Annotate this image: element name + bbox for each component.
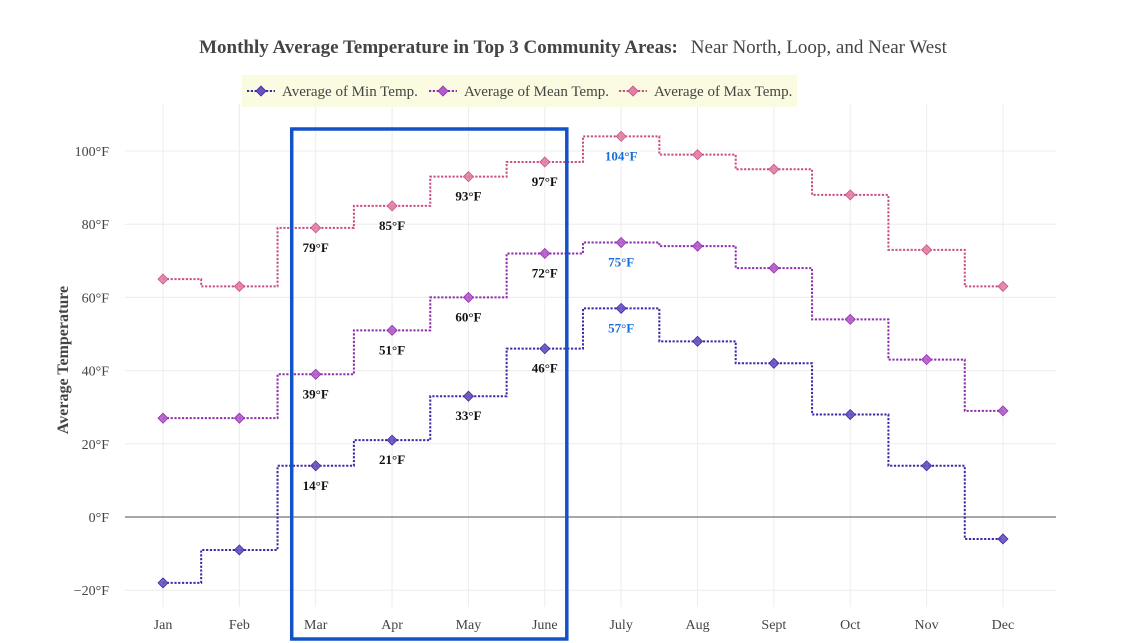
x-tick-label: Dec	[992, 618, 1015, 633]
data-point	[310, 368, 322, 380]
chart-title: Monthly Average Temperature in Top 3 Com…	[199, 37, 948, 58]
data-point	[921, 244, 933, 256]
x-tick-label: June	[532, 618, 558, 633]
data-point	[768, 262, 780, 274]
data-point	[310, 222, 322, 234]
chart-subtitle: Near North, Loop, and Near West	[691, 37, 948, 58]
data-label: 60°F	[455, 309, 481, 324]
data-label: 72°F	[532, 265, 558, 280]
data-label: 39°F	[303, 386, 329, 401]
x-tick-label: Mar	[304, 618, 328, 633]
data-point	[386, 434, 398, 446]
legend-item: Average of Mean Temp.	[429, 84, 609, 100]
data-label: 21°F	[379, 452, 405, 467]
data-label: 79°F	[303, 240, 329, 255]
x-tick-label: Oct	[840, 618, 860, 633]
x-tick-label: Feb	[229, 618, 250, 633]
x-tick-label: Jan	[154, 618, 173, 633]
y-tick-label: 40°F	[82, 365, 110, 380]
data-label: 33°F	[455, 408, 481, 423]
data-point	[233, 544, 245, 556]
data-point	[615, 236, 627, 249]
data-label: 85°F	[379, 218, 405, 233]
data-point	[691, 149, 704, 161]
x-tick-label: Apr	[381, 618, 403, 633]
x-tick-label: July	[609, 618, 632, 633]
data-point	[157, 273, 169, 285]
data-point	[768, 357, 780, 369]
legend-label: Average of Max Temp.	[654, 84, 792, 100]
data-label: 14°F	[303, 478, 329, 493]
y-tick-label: 100°F	[75, 145, 110, 160]
data-point	[310, 460, 322, 472]
data-point	[844, 313, 856, 325]
x-tick-label: Sept	[761, 618, 786, 633]
data-label: 51°F	[379, 342, 405, 357]
data-point	[844, 408, 856, 421]
data-point	[539, 247, 551, 260]
series-2	[157, 236, 1009, 424]
legend-item: Average of Max Temp.	[619, 84, 792, 100]
data-point	[157, 577, 169, 589]
data-point	[462, 390, 475, 402]
y-tick-label: −20°F	[74, 584, 109, 599]
y-tick-label: 60°F	[82, 291, 110, 306]
data-point	[691, 240, 704, 252]
data-point	[157, 412, 169, 424]
data-point	[233, 280, 245, 292]
grid	[125, 104, 1056, 607]
legend-background	[242, 75, 797, 107]
series-line	[163, 307, 1003, 584]
data-point	[386, 200, 398, 212]
x-tick-label: May	[456, 618, 482, 633]
data-point	[921, 354, 933, 366]
data-point	[539, 343, 551, 355]
legend-marker	[627, 85, 639, 97]
data-point	[691, 335, 704, 347]
data-point	[997, 280, 1009, 292]
data-point	[844, 189, 856, 201]
data-point	[386, 324, 398, 336]
data-point	[462, 291, 475, 303]
x-tick-label: Nov	[915, 618, 939, 633]
legend-item: Average of Min Temp.	[247, 84, 418, 100]
data-labels: 14°F 21°F 33°F 46°F 57°F 39°F 51°F 60°F 72°F 75°F…	[303, 148, 638, 492]
chart-title-main: Monthly Average Temperature in Top 3 Com…	[199, 37, 678, 58]
series-1	[157, 302, 1009, 589]
data-point	[615, 302, 627, 314]
legend-label: Average of Mean Temp.	[464, 84, 609, 100]
data-point	[539, 156, 551, 168]
series-layer	[157, 130, 1009, 589]
highlight-box	[289, 127, 569, 641]
y-tick-label: 80°F	[82, 218, 110, 233]
series-line	[163, 135, 1003, 288]
axes: −20°F 0°F 20°F 40°F 60°F 80°F 100°F Jan Feb Mar Ap…	[74, 145, 1015, 633]
x-tick-label: Aug	[685, 618, 709, 633]
legend: Average of Min Temp. Average of Mean Temp…	[242, 75, 797, 107]
data-point	[997, 533, 1009, 545]
data-point	[615, 130, 627, 142]
y-tick-label: 0°F	[89, 511, 110, 526]
data-label: 57°F	[608, 320, 634, 335]
data-point	[997, 405, 1009, 417]
series-3	[157, 130, 1009, 292]
series-line	[163, 241, 1003, 420]
legend-marker	[437, 85, 449, 97]
y-tick-label: 20°F	[82, 438, 110, 453]
data-point	[462, 171, 475, 183]
legend-label: Average of Min Temp.	[282, 84, 418, 100]
data-point	[233, 412, 245, 424]
y-axis-label: Average Temperature	[55, 286, 72, 434]
data-label: 46°F	[532, 361, 558, 376]
data-label: 75°F	[608, 255, 634, 270]
data-label: 93°F	[455, 189, 481, 204]
data-label: 104°F	[605, 148, 638, 163]
data-point	[768, 163, 780, 175]
data-label: 97°F	[532, 174, 558, 189]
legend-marker	[255, 85, 267, 97]
data-point	[921, 460, 933, 472]
